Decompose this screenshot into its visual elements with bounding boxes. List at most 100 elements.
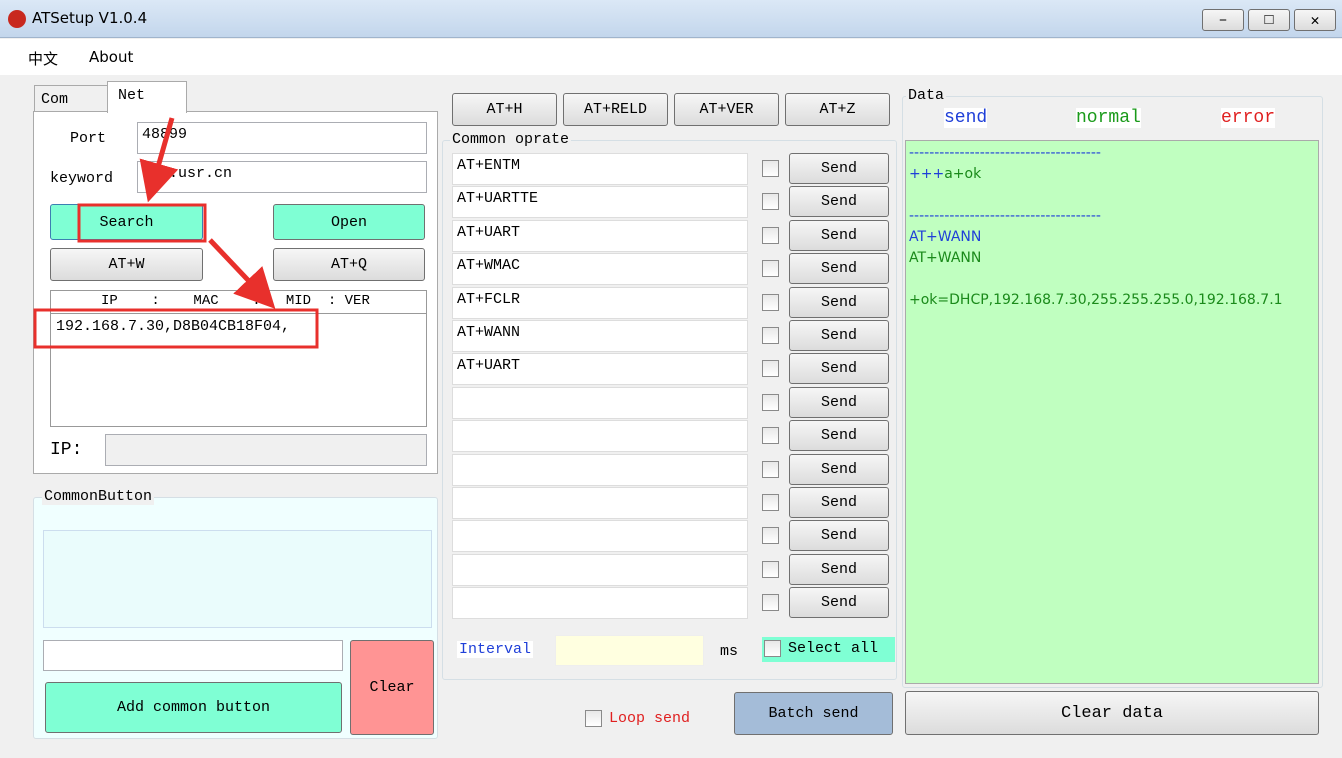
command-input[interactable]: AT+WMAC xyxy=(452,253,748,286)
checkbox[interactable] xyxy=(762,360,779,378)
app-icon xyxy=(8,10,26,28)
list-header: IP : MAC : MID : VER xyxy=(50,290,427,314)
command-input[interactable] xyxy=(452,420,748,453)
data-log: -------------------------------------- ++… xyxy=(905,140,1319,684)
select-all-box[interactable]: Select all xyxy=(762,637,895,662)
add-common-button[interactable]: Add common button xyxy=(45,682,342,733)
checkbox[interactable] xyxy=(585,710,602,727)
at-q-button[interactable]: AT+Q xyxy=(273,248,425,281)
legend-item: normal xyxy=(1076,108,1141,128)
send-button[interactable]: Send xyxy=(789,153,889,184)
ip-input[interactable] xyxy=(105,434,427,466)
at-w-button[interactable]: AT+W xyxy=(50,248,203,281)
command-input[interactable] xyxy=(452,587,748,620)
at-button[interactable]: AT+VER xyxy=(674,93,779,126)
close-button[interactable]: ✕ xyxy=(1294,9,1336,31)
checkbox[interactable] xyxy=(762,460,779,478)
common-operate-group xyxy=(442,140,897,680)
log-text: +ok=DHCP,192.168.7.30,255.255.255.0,192.… xyxy=(909,292,1283,308)
send-button[interactable]: Send xyxy=(789,253,889,285)
legend-item: error xyxy=(1221,108,1276,128)
ip-label: IP: xyxy=(50,440,83,460)
log-text: AT+WANN xyxy=(909,229,982,245)
checkbox[interactable] xyxy=(762,160,779,177)
common-button-area xyxy=(43,530,432,628)
command-input[interactable] xyxy=(452,553,748,586)
send-button[interactable]: Send xyxy=(789,353,889,385)
command-input[interactable] xyxy=(452,520,748,553)
checkbox[interactable] xyxy=(762,260,779,278)
log-text: -------------------------------------- xyxy=(909,208,1101,224)
checkbox[interactable] xyxy=(762,226,779,244)
interval-label: Interval xyxy=(457,641,534,658)
send-button[interactable]: Send xyxy=(789,520,889,552)
interval-input[interactable] xyxy=(555,635,704,666)
send-button[interactable]: Send xyxy=(789,320,889,351)
checkbox[interactable] xyxy=(762,293,779,311)
log-line: AT+WANN xyxy=(909,229,1315,249)
checkbox[interactable] xyxy=(762,427,779,445)
checkbox[interactable] xyxy=(762,527,779,545)
title-bar: ATSetup V1.0.4 – □ ✕ xyxy=(0,0,1342,38)
command-input[interactable]: AT+UARTTE xyxy=(452,186,748,219)
send-button[interactable]: Send xyxy=(789,587,889,619)
window-title: ATSetup V1.0.4 xyxy=(32,9,148,27)
tab[interactable]: Com xyxy=(34,85,108,112)
loop-send-label[interactable]: Loop send xyxy=(609,710,691,727)
checkbox[interactable] xyxy=(764,640,781,657)
list-item[interactable]: 192.168.7.30,D8B04CB18F04, xyxy=(56,318,291,335)
group-title: CommonButton xyxy=(42,488,155,505)
checkbox[interactable] xyxy=(762,327,779,344)
send-button[interactable]: Send xyxy=(789,386,889,418)
keyword-input[interactable]: www.usr.cn xyxy=(137,161,427,193)
search-button[interactable]: Search xyxy=(50,204,203,240)
command-input[interactable]: AT+FCLR xyxy=(452,286,748,319)
menu-item[interactable]: About xyxy=(89,48,134,66)
menu-item[interactable]: 中文 xyxy=(28,50,59,68)
command-input[interactable] xyxy=(452,453,748,486)
log-text: a+ok xyxy=(944,166,982,182)
log-text: -------------------------------------- xyxy=(909,145,1101,161)
checkbox[interactable] xyxy=(762,193,779,211)
send-button[interactable]: Send xyxy=(789,219,889,251)
log-line: +ok=DHCP,192.168.7.30,255.255.255.0,192.… xyxy=(909,292,1315,312)
command-input[interactable]: AT+UART xyxy=(452,219,748,252)
checkbox[interactable] xyxy=(762,494,779,511)
command-input[interactable]: AT+WANN xyxy=(452,320,748,352)
button-name-input[interactable] xyxy=(43,640,343,671)
port-label: Port xyxy=(70,130,107,147)
group-title: Common oprate xyxy=(450,131,572,148)
send-button[interactable]: Send xyxy=(789,286,889,318)
command-input[interactable]: AT+UART xyxy=(452,353,748,386)
checkbox[interactable] xyxy=(762,594,779,612)
group-title: Data xyxy=(906,87,947,104)
at-button[interactable]: AT+H xyxy=(452,93,557,126)
batch-send-button[interactable]: Batch send xyxy=(734,692,893,735)
send-button[interactable]: Send xyxy=(789,553,889,585)
select-all-label[interactable]: Select all xyxy=(788,640,879,657)
checkbox[interactable] xyxy=(762,560,779,578)
send-button[interactable]: Send xyxy=(789,487,889,518)
command-input[interactable]: AT+ENTM xyxy=(452,153,748,185)
command-input[interactable] xyxy=(452,487,748,519)
open-button[interactable]: Open xyxy=(273,204,425,240)
command-input[interactable] xyxy=(452,386,748,419)
clear-button[interactable]: Clear xyxy=(350,640,434,735)
at-button[interactable]: AT+RELD xyxy=(563,93,668,126)
tab-active[interactable]: Net xyxy=(107,81,187,113)
device-list: 192.168.7.30,D8B04CB18F04, xyxy=(50,313,427,427)
legend-item: send xyxy=(944,108,988,128)
clear-data-button[interactable]: Clear data xyxy=(905,691,1319,735)
port-input[interactable]: 48899 xyxy=(137,122,427,154)
send-button[interactable]: Send xyxy=(789,420,889,452)
log-line: -------------------------------------- xyxy=(909,145,1315,165)
send-button[interactable]: Send xyxy=(789,186,889,218)
maximize-button[interactable]: □ xyxy=(1248,9,1290,31)
minimize-button[interactable]: – xyxy=(1202,9,1244,31)
ms-label: ms xyxy=(720,643,739,660)
at-button[interactable]: AT+Z xyxy=(785,93,890,126)
data-group xyxy=(902,96,1323,688)
send-button[interactable]: Send xyxy=(789,453,889,485)
checkbox[interactable] xyxy=(762,393,779,411)
